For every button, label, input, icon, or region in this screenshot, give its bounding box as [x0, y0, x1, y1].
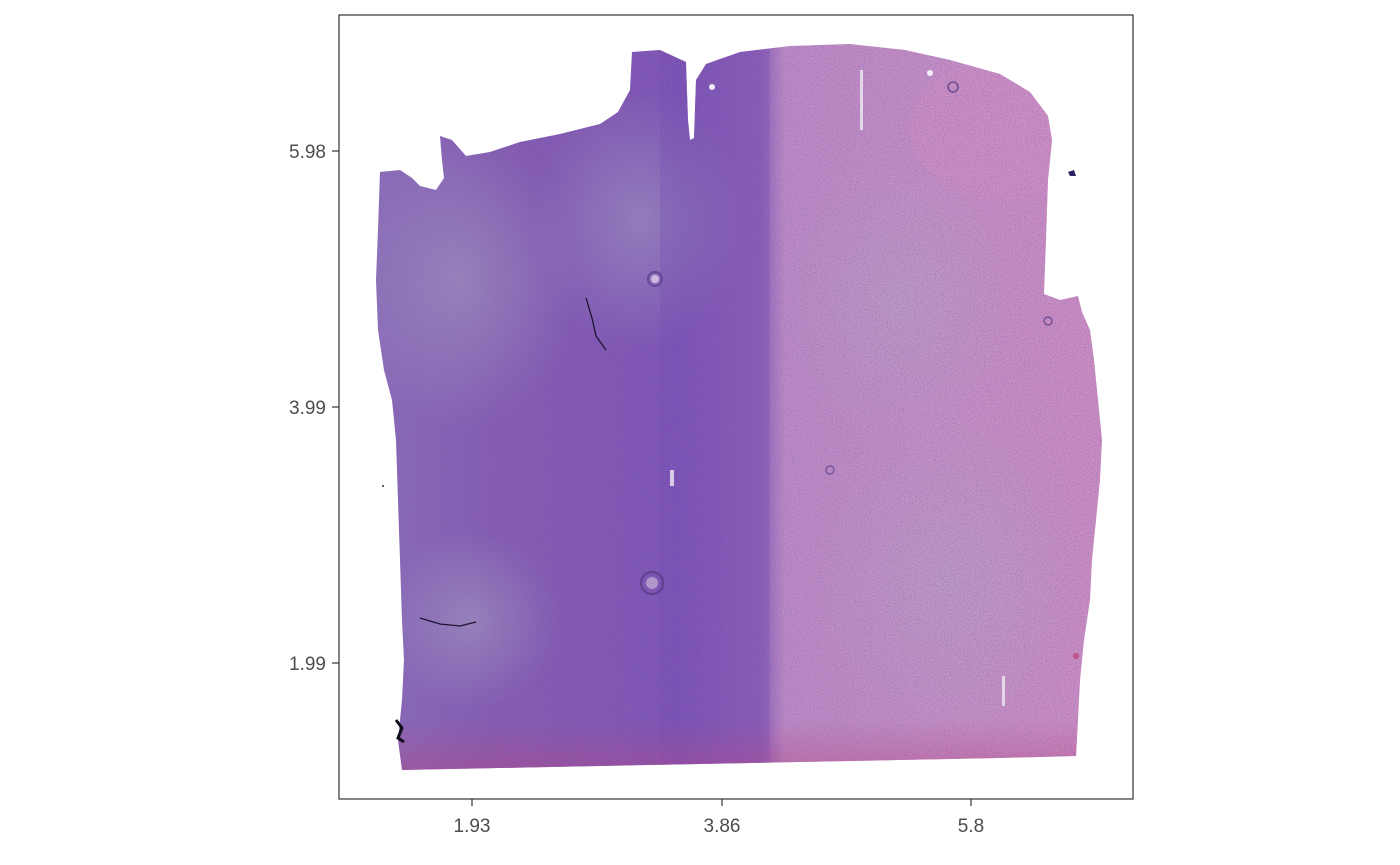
x-tick-label: 3.86	[704, 816, 741, 837]
x-tick-label: 1.93	[454, 816, 491, 837]
tissue-section	[376, 44, 1102, 770]
x-tick-label: 5.8	[958, 816, 984, 837]
y-tick-label: 3.99	[289, 398, 326, 419]
y-tick-label: 5.98	[289, 142, 326, 163]
x-axis-ticks	[471, 799, 972, 806]
y-tick-label: 1.99	[289, 654, 326, 675]
y-axis-ticks	[332, 150, 339, 664]
tissue-features	[382, 70, 1079, 744]
